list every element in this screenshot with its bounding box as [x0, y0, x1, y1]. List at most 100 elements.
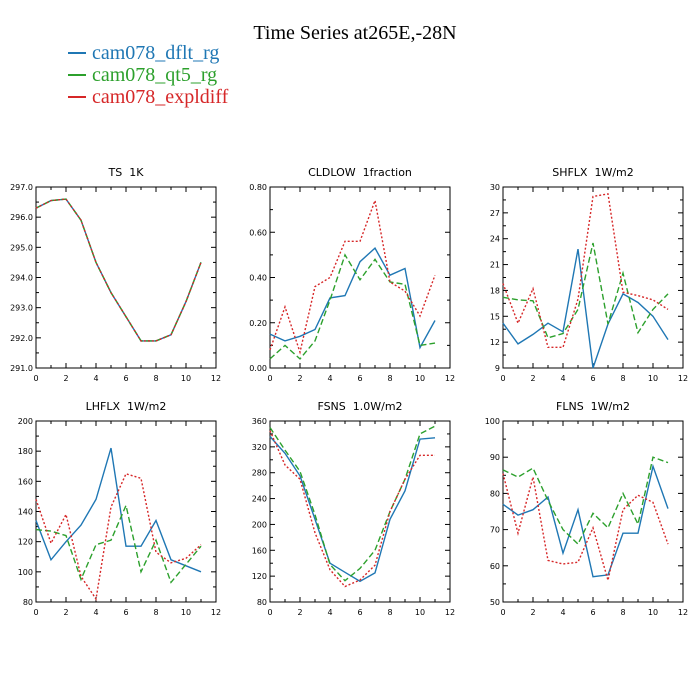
y-tick-label: 160: [18, 477, 33, 486]
x-tick-label: 6: [357, 374, 362, 383]
y-tick-label: 120: [252, 572, 267, 581]
y-tick-label: 293.0: [10, 304, 33, 313]
series-line-cam078_expldiff: [269, 197, 436, 355]
y-tick-label: 0.60: [249, 228, 267, 237]
legend-swatch-icon: [68, 96, 86, 98]
y-tick-label: 9: [495, 364, 500, 373]
y-tick-label: 90: [490, 453, 500, 462]
x-tick-label: 10: [415, 374, 425, 383]
x-tick-label: 6: [590, 374, 595, 383]
x-tick-label: 10: [181, 608, 191, 617]
legend-swatch-icon: [68, 52, 86, 54]
x-tick-label: 6: [123, 608, 128, 617]
x-tick-label: 12: [445, 374, 455, 383]
series-line-cam078_dflt_rg: [35, 198, 202, 342]
series-line-cam078_dflt_rg: [269, 246, 436, 350]
series-line-cam078_expldiff: [35, 198, 202, 342]
y-tick-label: 160: [252, 546, 267, 555]
x-tick-label: 4: [560, 608, 565, 617]
panel-title: CLDLOW 1fraction: [308, 166, 412, 179]
legend: cam078_dflt_rg cam078_qt5_rg cam078_expl…: [68, 42, 228, 108]
y-tick-label: 292.0: [10, 334, 33, 343]
legend-item: cam078_qt5_rg: [68, 64, 228, 86]
chart-panel: CLDLOW 1fraction 0 2 4 6 8 10 12 0.00 0.20 0.40 0.6…: [249, 166, 455, 383]
series-line-cam078_dflt_rg: [502, 248, 669, 369]
plot-frame: [269, 420, 451, 603]
y-tick-label: 27: [490, 209, 500, 218]
legend-item: cam078_expldiff: [68, 86, 228, 108]
x-tick-label: 12: [211, 374, 221, 383]
legend-label: cam078_qt5_rg: [92, 64, 218, 86]
series-line-cam078_qt5_rg: [35, 198, 202, 342]
x-tick-label: 2: [63, 374, 68, 383]
y-tick-label: 21: [490, 261, 500, 270]
plot-frame: [502, 186, 684, 369]
y-tick-label: 200: [18, 417, 33, 426]
x-tick-label: 2: [530, 608, 535, 617]
x-tick-label: 6: [357, 608, 362, 617]
y-tick-label: 291.0: [10, 364, 33, 373]
y-tick-label: 180: [18, 447, 33, 456]
page-title: Time Series at265E,-28N: [253, 22, 457, 44]
series-line-cam078_expldiff: [502, 473, 669, 581]
x-tick-label: 8: [387, 608, 392, 617]
y-tick-label: 295.0: [10, 243, 33, 252]
y-tick-label: 15: [490, 312, 500, 321]
y-tick-label: 80: [257, 598, 267, 607]
y-tick-label: 296.0: [10, 213, 33, 222]
chart-panel: LHFLX 1W/m2 0 2 4 6 8 10 12 80 100 120 140 160 180 200: [18, 400, 221, 617]
series-line-cam078_expldiff: [35, 472, 202, 601]
series-line-cam078_expldiff: [269, 430, 435, 588]
y-tick-label: 50: [490, 598, 500, 607]
y-tick-label: 200: [252, 520, 267, 529]
x-tick-label: 0: [500, 608, 505, 617]
x-tick-label: 8: [153, 374, 158, 383]
x-tick-label: 2: [297, 374, 302, 383]
series-line-cam078_dflt_rg: [502, 463, 669, 578]
y-tick-label: 80: [23, 598, 33, 607]
y-tick-label: 0.80: [249, 183, 267, 192]
y-tick-label: 12: [490, 338, 500, 347]
y-tick-label: 80: [490, 489, 500, 498]
x-tick-label: 4: [560, 374, 565, 383]
x-tick-label: 4: [93, 374, 98, 383]
x-tick-label: 8: [620, 374, 625, 383]
x-tick-label: 0: [267, 374, 272, 383]
x-tick-label: 6: [590, 608, 595, 617]
y-tick-label: 70: [490, 526, 500, 535]
x-tick-label: 12: [445, 608, 455, 617]
series-line-cam078_dflt_rg: [269, 436, 436, 583]
x-tick-label: 4: [93, 608, 98, 617]
x-tick-label: 10: [648, 608, 658, 617]
x-tick-label: 2: [63, 608, 68, 617]
y-tick-label: 0.00: [249, 364, 267, 373]
x-tick-label: 10: [648, 374, 658, 383]
y-tick-label: 240: [252, 495, 267, 504]
x-tick-label: 8: [387, 374, 392, 383]
y-tick-label: 24: [490, 235, 500, 244]
legend-label: cam078_dflt_rg: [92, 42, 220, 64]
x-tick-label: 10: [181, 374, 191, 383]
plot-frame: [35, 186, 217, 369]
x-tick-label: 0: [267, 608, 272, 617]
y-tick-label: 100: [485, 417, 500, 426]
y-tick-label: 30: [490, 183, 500, 192]
y-tick-label: 280: [252, 469, 267, 478]
y-tick-label: 320: [252, 443, 267, 452]
x-tick-label: 8: [153, 608, 158, 617]
y-tick-label: 0.20: [249, 319, 267, 328]
panel-title: FSNS 1.0W/m2: [317, 400, 402, 413]
y-tick-label: 120: [18, 538, 33, 547]
y-tick-label: 360: [252, 417, 267, 426]
y-tick-label: 60: [490, 562, 500, 571]
x-tick-label: 12: [678, 374, 688, 383]
x-tick-label: 4: [327, 374, 332, 383]
x-tick-label: 8: [620, 608, 625, 617]
chart-panel: FLNS 1W/m2 0 2 4 6 8 10 12 50 60 70 80 90 100: [485, 400, 688, 617]
y-tick-label: 18: [490, 286, 500, 295]
legend-item: cam078_dflt_rg: [68, 42, 228, 64]
y-tick-label: 100: [18, 568, 33, 577]
x-tick-label: 0: [33, 608, 38, 617]
y-tick-label: 294.0: [10, 274, 33, 283]
